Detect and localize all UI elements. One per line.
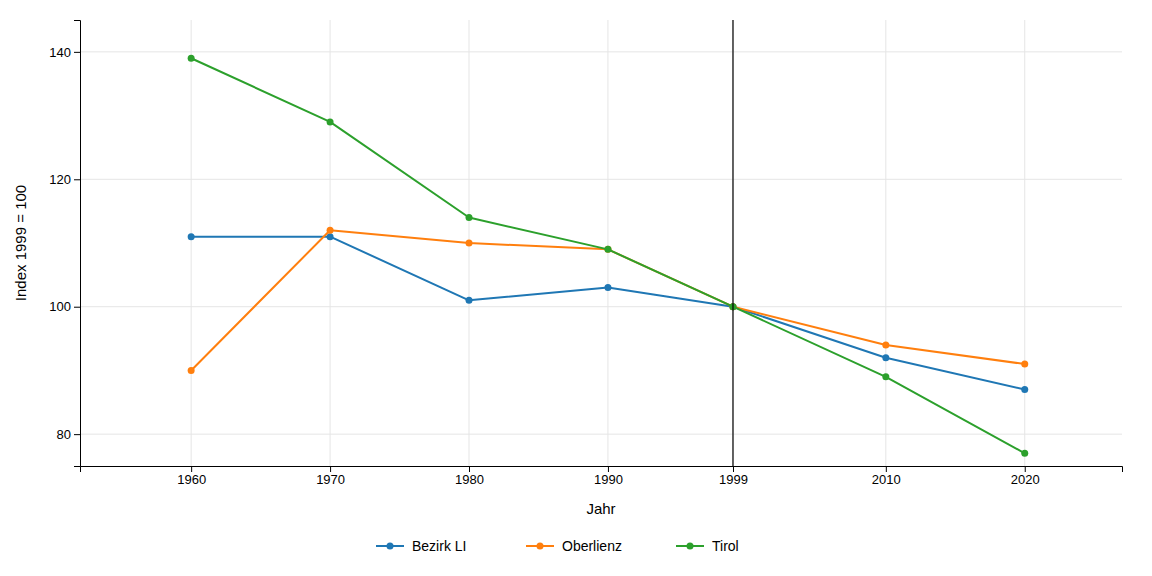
marks <box>188 20 1029 466</box>
series <box>188 233 1029 393</box>
legend: Bezirk LI Oberlienz Tirol <box>376 538 739 554</box>
line <box>191 237 1025 390</box>
point <box>188 367 195 374</box>
tick-label: 1970 <box>316 472 345 487</box>
point <box>604 246 611 253</box>
reference-line <box>732 20 733 466</box>
axis-line <box>81 467 1123 473</box>
tick-mark <box>74 434 80 435</box>
point <box>882 341 889 348</box>
point <box>604 284 611 291</box>
tick-mark <box>74 307 80 308</box>
series <box>188 227 1029 374</box>
tick: 1999 <box>719 466 748 487</box>
tick-label: 80 <box>57 427 71 442</box>
point <box>327 233 334 240</box>
point <box>882 354 889 361</box>
legend-item: Tirol <box>676 538 739 554</box>
point <box>188 233 195 240</box>
grid-line <box>80 434 1122 435</box>
tick-mark <box>733 466 734 472</box>
grid <box>80 20 1122 466</box>
legend-label: Bezirk LI <box>412 538 466 554</box>
point <box>604 246 611 253</box>
legend-label: Oberlienz <box>562 538 622 554</box>
tick-label: 2010 <box>872 472 901 487</box>
tick-mark <box>608 466 609 472</box>
point <box>327 118 334 125</box>
tick: 80 <box>57 427 80 442</box>
line <box>191 58 1025 453</box>
tick-mark <box>330 466 331 472</box>
legend-marker <box>387 543 394 550</box>
legend-marker <box>537 543 544 550</box>
tick-mark <box>1025 466 1026 472</box>
point <box>327 227 334 234</box>
tick: 100 <box>49 299 80 314</box>
grid-line <box>885 20 886 466</box>
axis-line <box>74 21 81 467</box>
grid-line <box>732 20 733 466</box>
line <box>191 230 1025 370</box>
point <box>1021 386 1028 393</box>
grid-line <box>607 20 608 466</box>
tick: 140 <box>49 45 80 60</box>
grid-line <box>330 20 331 466</box>
tick: 1990 <box>594 466 623 487</box>
point <box>188 55 195 62</box>
grid-line <box>80 306 1122 307</box>
point <box>1021 361 1028 368</box>
y-axis-title: Index 1999 = 100 <box>12 185 29 301</box>
tick: 1960 <box>177 466 206 487</box>
tick: 2010 <box>872 466 901 487</box>
plot: 1960 1970 1980 1990 1999 2010 2020 80 100 120 140 <box>49 20 1122 487</box>
tick-mark <box>469 466 470 472</box>
tick-label: 140 <box>49 45 71 60</box>
grid-line <box>80 179 1122 180</box>
point <box>466 214 473 221</box>
tick-mark <box>74 52 80 53</box>
x-axis: 1960 1970 1980 1990 1999 2010 2020 <box>81 466 1123 487</box>
chart: 1960 1970 1980 1990 1999 2010 2020 80 100 120 140 J… <box>0 0 1152 576</box>
tick-label: 120 <box>49 172 71 187</box>
tick: 2020 <box>1011 466 1040 487</box>
x-axis-title: Jahr <box>586 500 615 517</box>
tick-mark <box>74 179 80 180</box>
grid-line <box>1024 20 1025 466</box>
tick-label: 2020 <box>1011 472 1040 487</box>
y-axis: 80 100 120 140 <box>49 21 80 467</box>
series <box>188 55 1029 457</box>
tick-label: 1960 <box>177 472 206 487</box>
tick: 120 <box>49 172 80 187</box>
tick-label: 1999 <box>719 472 748 487</box>
legend-marker <box>687 543 694 550</box>
grid-line <box>191 20 192 466</box>
point <box>466 297 473 304</box>
tick: 1970 <box>316 466 345 487</box>
point <box>1021 450 1028 457</box>
legend-item: Oberlienz <box>526 538 622 554</box>
tick-label: 1980 <box>455 472 484 487</box>
tick-mark <box>886 466 887 472</box>
tick: 1980 <box>455 466 484 487</box>
legend-item: Bezirk LI <box>376 538 466 554</box>
legend-label: Tirol <box>712 538 739 554</box>
tick-label: 100 <box>49 299 71 314</box>
point <box>466 240 473 247</box>
grid-line <box>80 51 1122 52</box>
tick-mark <box>191 466 192 472</box>
tick-label: 1990 <box>594 472 623 487</box>
point <box>882 373 889 380</box>
